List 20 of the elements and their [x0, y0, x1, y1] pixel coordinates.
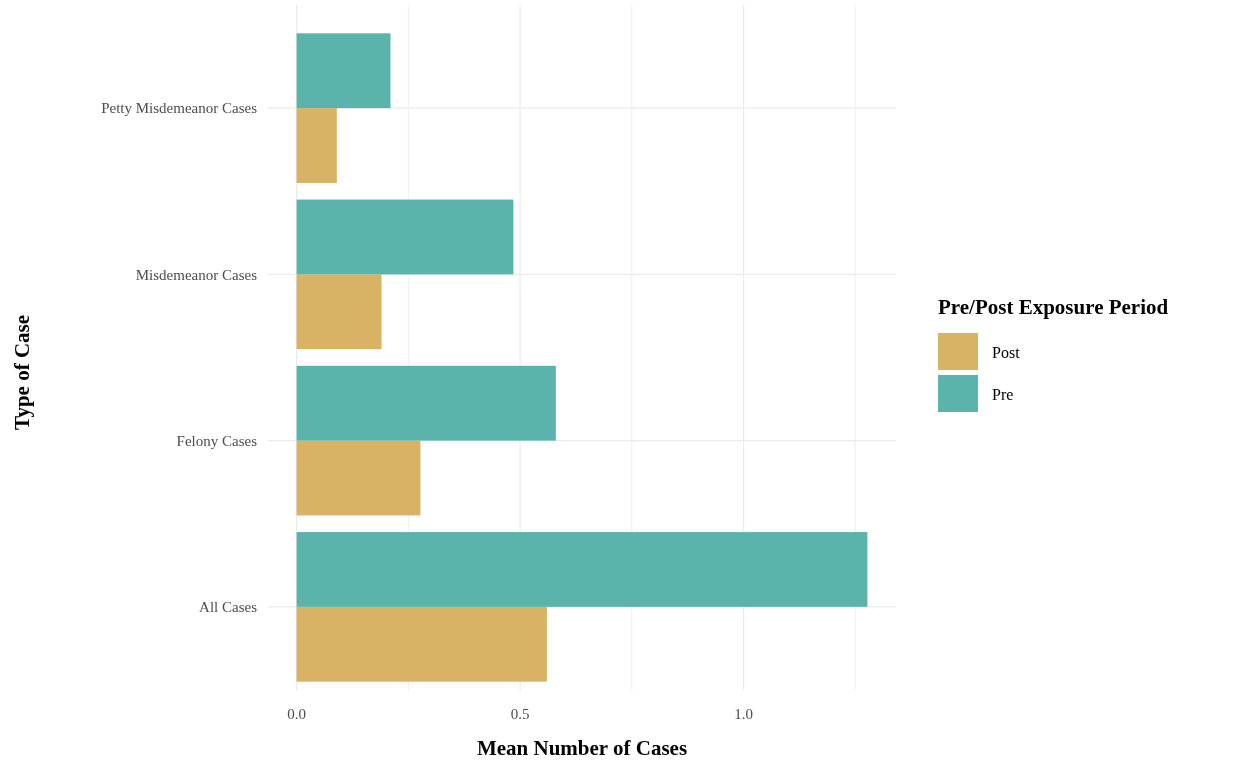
y-tick-label: Misdemeanor Cases: [135, 266, 258, 283]
x-tick-label: 1.0: [734, 706, 753, 722]
legend-label: Pre: [992, 385, 1014, 403]
bar: [296, 440, 421, 516]
bar: [296, 532, 868, 607]
bar: [296, 199, 514, 275]
y-tick-label: Petty Misdemeanor Cases: [101, 100, 258, 117]
bar: [296, 606, 547, 682]
bar: [296, 365, 556, 441]
bar: [296, 108, 337, 183]
y-axis-title: Type of Case: [10, 314, 34, 431]
bar: [296, 33, 391, 109]
x-axis-title: Mean Number of Cases: [476, 736, 688, 760]
y-tick-label: All Cases: [199, 599, 258, 616]
legend-title: Pre/Post Exposure Period: [938, 295, 1169, 319]
legend-label: Post: [992, 343, 1021, 361]
y-tick-label: Felony Cases: [176, 432, 258, 449]
x-tick-label: 0.0: [287, 706, 306, 722]
bar: [296, 274, 382, 350]
x-tick-label: 0.5: [510, 706, 530, 722]
